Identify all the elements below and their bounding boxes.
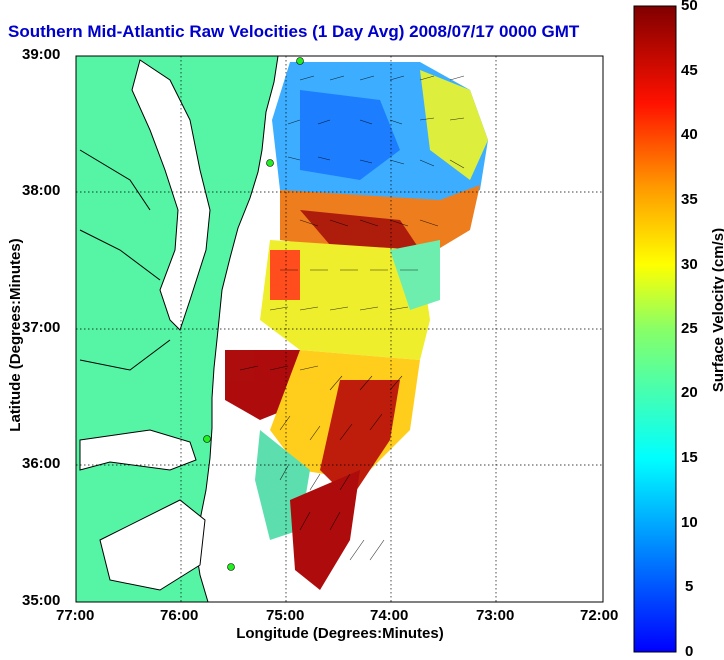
- x-tick: 72:00: [580, 607, 619, 624]
- x-tick: 77:00: [56, 607, 95, 624]
- chesapeake-bay: [131, 59, 211, 331]
- colorbar-tick: 40: [681, 126, 698, 143]
- grid-lines: [76, 56, 603, 602]
- station-markers: [203, 57, 304, 571]
- y-tick: 35:00: [22, 592, 61, 609]
- x-axis-label: Longitude (Degrees:Minutes): [236, 625, 444, 642]
- x-tick: 73:00: [476, 607, 515, 624]
- colorbar-label: Surface Velocity (cm/s): [710, 227, 724, 393]
- x-tick: 74:00: [370, 607, 409, 624]
- colorbar-tick: 45: [681, 62, 698, 79]
- colorbar-tick: 20: [681, 384, 698, 401]
- colorbar-tick: 50: [681, 0, 698, 14]
- albemarle-sound: [79, 429, 197, 471]
- colorbar-tick: 10: [681, 514, 698, 531]
- colorbar-tick: 0: [685, 643, 694, 660]
- colorbar-tick: 15: [681, 449, 698, 466]
- y-tick: 37:00: [22, 319, 61, 336]
- y-tick: 36:00: [22, 455, 61, 472]
- colorbar-tick: 25: [681, 320, 698, 337]
- colorbar-tick: 30: [681, 256, 698, 273]
- y-tick: 39:00: [22, 46, 61, 63]
- map-title: Southern Mid-Atlantic Raw Velocities (1 …: [8, 22, 580, 41]
- velocity-field: [225, 62, 488, 590]
- colorbar-tick: 5: [685, 578, 694, 595]
- pamlico-sound: [99, 499, 206, 591]
- colorbar: [633, 5, 677, 653]
- y-tick: 38:00: [22, 182, 61, 199]
- velocity-arrows: [239, 75, 465, 561]
- plot-frame: [75, 55, 604, 603]
- colorbar-tick: 35: [681, 191, 698, 208]
- y-axis-label: Latitude (Degrees:Minutes): [7, 238, 24, 432]
- x-tick: 75:00: [266, 607, 305, 624]
- x-tick: 76:00: [160, 607, 199, 624]
